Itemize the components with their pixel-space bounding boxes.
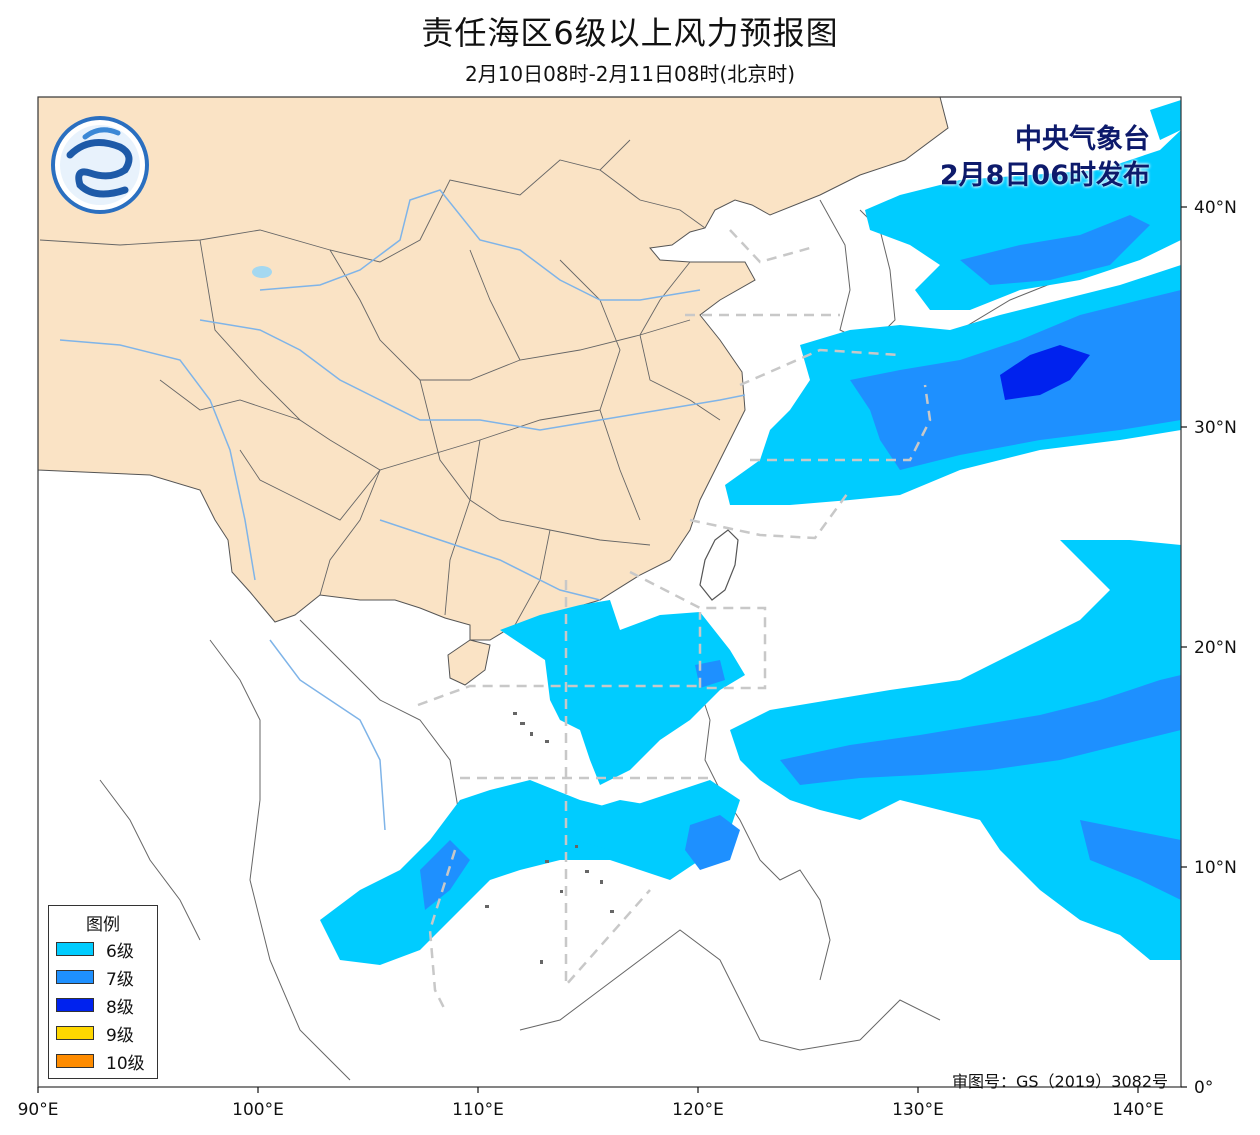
hainan-island [447, 639, 491, 686]
longitude-ticks [37, 1087, 1139, 1093]
lon-label-110: 110°E [452, 1100, 504, 1120]
issue-time: 2月8日06时发布 [939, 160, 1150, 191]
lon-label-120: 120°E [672, 1100, 724, 1120]
legend-item-6: 6级 [49, 935, 157, 963]
legend-label-10: 10级 [106, 1053, 145, 1074]
lat-label-10: 10°N [1194, 858, 1237, 878]
lat-label-40: 40°N [1194, 198, 1237, 218]
rivers [59, 189, 746, 831]
latitude-ticks [1181, 206, 1187, 1088]
map-review-number: 审图号：GS（2019）3082号 [952, 1072, 1168, 1091]
legend-label-6: 6级 [106, 941, 134, 962]
map-frame [37, 96, 1182, 1088]
latitude-labels: 40°N 30°N 20°N 10°N 0° [1194, 198, 1237, 1098]
lat-label-20: 20°N [1194, 638, 1237, 658]
legend-item-9: 9级 [49, 1019, 157, 1047]
legend-label-7: 7级 [106, 969, 134, 990]
south-china-sea-islands [485, 712, 614, 964]
legend-swatch-6 [56, 942, 94, 956]
lon-label-90: 90°E [18, 1100, 59, 1120]
lat-label-0: 0° [1194, 1078, 1213, 1098]
map-subtitle: 2月10日08时-2月11日08时(北京时) [464, 62, 796, 86]
map-title: 责任海区6级以上风力预报图 [421, 14, 839, 52]
legend-title: 图例 [86, 915, 120, 935]
legend-swatch-7 [56, 970, 94, 984]
lat-label-30: 30°N [1194, 418, 1237, 438]
china-land [37, 96, 949, 641]
lon-label-140: 140°E [1112, 1100, 1164, 1120]
legend-item-10: 10级 [49, 1047, 157, 1075]
legend-label-8: 8级 [106, 997, 134, 1018]
legend-swatch-10 [56, 1054, 94, 1068]
wind-level7-areas [420, 215, 1181, 910]
legend-swatch-9 [56, 1026, 94, 1040]
taiwan-island [699, 529, 739, 601]
issuer-block: 中央气象台 2月8日06时发布 [940, 122, 1150, 194]
lon-label-100: 100°E [232, 1100, 284, 1120]
sea-zone-boundaries [417, 229, 932, 1011]
legend-swatch-8 [56, 998, 94, 1012]
longitude-labels: 90°E 100°E 110°E 120°E 130°E 140°E [18, 1100, 1164, 1120]
wind-level8-areas [1000, 345, 1090, 400]
legend: 图例 6级 7级 8级 9级 10级 [48, 905, 158, 1079]
issuer-name: 中央气象台 [1015, 124, 1150, 155]
lake-qinghai [252, 266, 272, 278]
legend-label-9: 9级 [106, 1025, 134, 1046]
legend-item-7: 7级 [49, 963, 157, 991]
legend-item-8: 8级 [49, 991, 157, 1019]
province-boundaries [39, 139, 721, 626]
lon-label-130: 130°E [892, 1100, 944, 1120]
cma-logo [51, 116, 149, 214]
